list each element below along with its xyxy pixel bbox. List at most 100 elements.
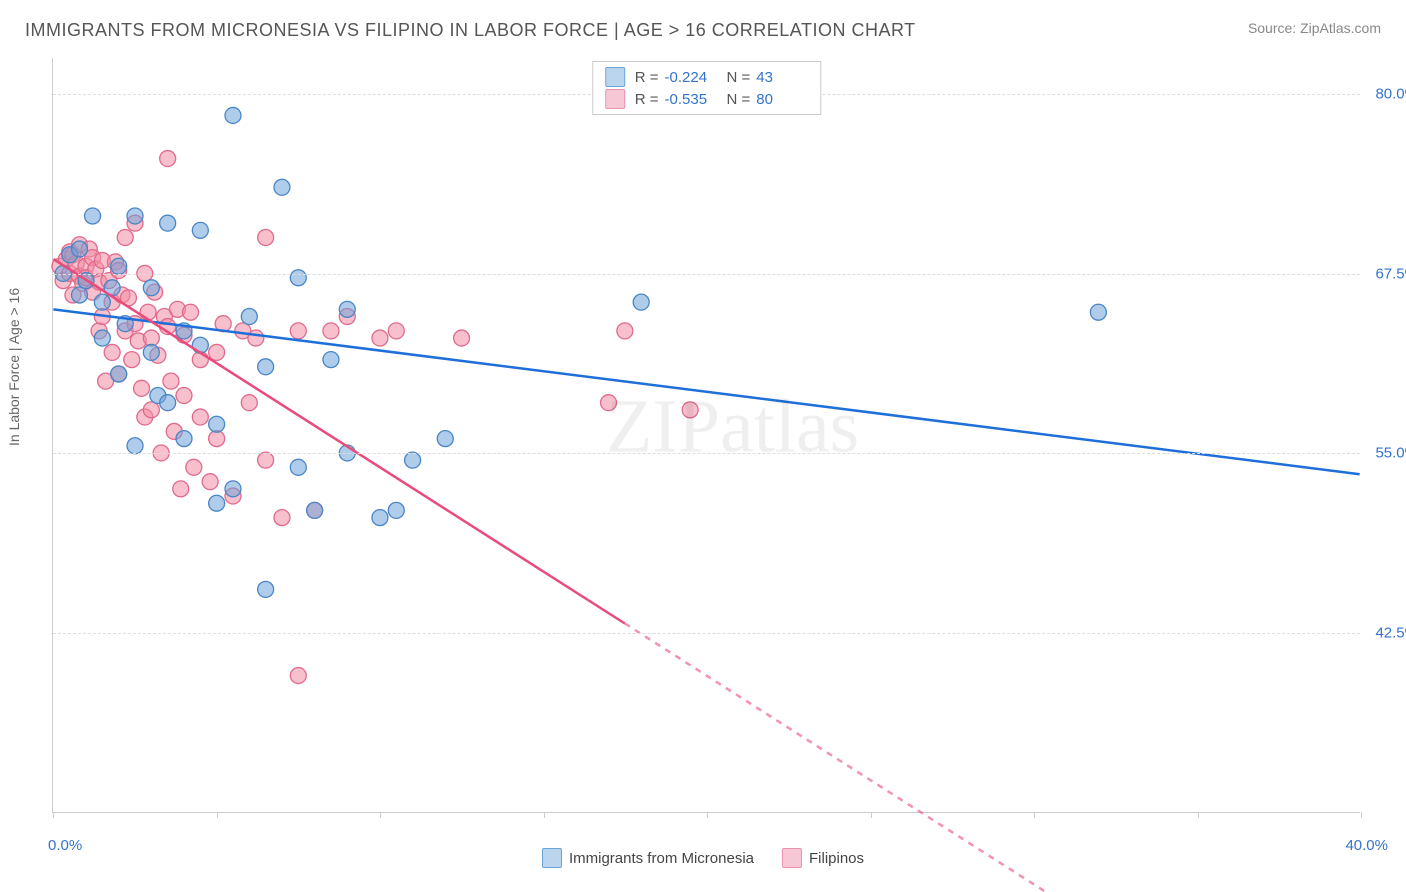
scatter-point-micronesia (72, 287, 88, 303)
legend-item-micronesia: Immigrants from Micronesia (542, 848, 754, 868)
scatter-point-micronesia (1090, 304, 1106, 320)
n-label: N = (727, 91, 751, 108)
scatter-point-micronesia (176, 431, 192, 447)
x-tick (544, 812, 545, 818)
scatter-point-micronesia (94, 330, 110, 346)
scatter-point-micronesia (307, 502, 323, 518)
scatter-plot-svg (53, 58, 1360, 812)
y-tick-label: 55.0% (1363, 445, 1406, 462)
scatter-point-micronesia (127, 208, 143, 224)
y-axis-label: In Labor Force | Age > 16 (6, 288, 22, 446)
scatter-point-micronesia (160, 215, 176, 231)
scatter-point-filipinos (183, 304, 199, 320)
scatter-point-filipinos (140, 304, 156, 320)
scatter-point-filipinos (173, 481, 189, 497)
x-tick (1034, 812, 1035, 818)
scatter-point-micronesia (258, 359, 274, 375)
scatter-point-filipinos (682, 402, 698, 418)
gridline (53, 453, 1360, 454)
scatter-point-filipinos (143, 330, 159, 346)
y-tick-label: 42.5% (1363, 625, 1406, 642)
x-tick (1198, 812, 1199, 818)
scatter-point-micronesia (258, 581, 274, 597)
scatter-point-micronesia (405, 452, 421, 468)
scatter-point-filipinos (258, 230, 274, 246)
n-value-micronesia: 43 (756, 69, 808, 86)
scatter-point-micronesia (160, 395, 176, 411)
x-axis-max-label: 40.0% (1345, 837, 1388, 854)
scatter-point-filipinos (143, 402, 159, 418)
scatter-point-filipinos (104, 344, 120, 360)
x-tick (53, 812, 54, 818)
chart-title: IMMIGRANTS FROM MICRONESIA VS FILIPINO I… (25, 20, 916, 41)
scatter-point-micronesia (209, 495, 225, 511)
r-value-micronesia: -0.224 (665, 69, 717, 86)
x-tick (1361, 812, 1362, 818)
n-label: N = (727, 69, 751, 86)
x-tick (707, 812, 708, 818)
scatter-point-micronesia (111, 366, 127, 382)
legend-label-filipinos: Filipinos (809, 850, 864, 867)
regression-line-micronesia (53, 309, 1359, 474)
scatter-point-micronesia (437, 431, 453, 447)
scatter-point-filipinos (202, 474, 218, 490)
scatter-point-micronesia (143, 344, 159, 360)
legend-row-micronesia: R = -0.224 N = 43 (605, 66, 809, 88)
scatter-point-micronesia (290, 270, 306, 286)
x-tick (380, 812, 381, 818)
scatter-point-filipinos (323, 323, 339, 339)
scatter-point-micronesia (143, 280, 159, 296)
plot-area: R = -0.224 N = 43 R = -0.535 N = 80 ZIPa… (52, 58, 1360, 813)
scatter-point-filipinos (209, 344, 225, 360)
x-axis-min-label: 0.0% (48, 837, 82, 854)
y-tick-label: 67.5% (1363, 265, 1406, 282)
scatter-point-filipinos (290, 323, 306, 339)
scatter-point-filipinos (274, 510, 290, 526)
scatter-point-micronesia (192, 222, 208, 238)
scatter-point-filipinos (209, 431, 225, 447)
scatter-point-filipinos (192, 409, 208, 425)
scatter-point-micronesia (388, 502, 404, 518)
scatter-point-micronesia (633, 294, 649, 310)
scatter-point-filipinos (163, 373, 179, 389)
series-legend: Immigrants from Micronesia Filipinos (542, 848, 864, 868)
scatter-point-filipinos (186, 459, 202, 475)
correlation-legend: R = -0.224 N = 43 R = -0.535 N = 80 (592, 61, 822, 115)
scatter-point-micronesia (372, 510, 388, 526)
scatter-point-micronesia (274, 179, 290, 195)
source-attribution: Source: ZipAtlas.com (1248, 20, 1381, 36)
y-tick-label: 80.0% (1363, 85, 1406, 102)
swatch-filipinos (605, 89, 625, 109)
scatter-point-filipinos (388, 323, 404, 339)
source-name: ZipAtlas.com (1300, 20, 1381, 36)
swatch-filipinos (782, 848, 802, 868)
scatter-point-filipinos (617, 323, 633, 339)
r-label: R = (635, 69, 659, 86)
scatter-point-micronesia (111, 258, 127, 274)
source-label: Source: (1248, 20, 1300, 36)
scatter-point-micronesia (127, 438, 143, 454)
scatter-point-micronesia (209, 416, 225, 432)
scatter-point-micronesia (85, 208, 101, 224)
scatter-point-micronesia (225, 481, 241, 497)
scatter-point-micronesia (323, 352, 339, 368)
swatch-micronesia (542, 848, 562, 868)
legend-label-micronesia: Immigrants from Micronesia (569, 850, 754, 867)
scatter-point-filipinos (248, 330, 264, 346)
scatter-point-filipinos (176, 388, 192, 404)
scatter-point-filipinos (290, 668, 306, 684)
scatter-point-micronesia (72, 241, 88, 257)
n-value-filipinos: 80 (756, 91, 808, 108)
scatter-point-filipinos (160, 151, 176, 167)
scatter-point-filipinos (258, 452, 274, 468)
scatter-point-filipinos (241, 395, 257, 411)
scatter-point-filipinos (454, 330, 470, 346)
scatter-point-filipinos (134, 380, 150, 396)
scatter-point-micronesia (192, 337, 208, 353)
legend-item-filipinos: Filipinos (782, 848, 864, 868)
scatter-point-filipinos (372, 330, 388, 346)
scatter-point-micronesia (339, 301, 355, 317)
legend-row-filipinos: R = -0.535 N = 80 (605, 88, 809, 110)
scatter-point-micronesia (225, 107, 241, 123)
scatter-point-filipinos (124, 352, 140, 368)
